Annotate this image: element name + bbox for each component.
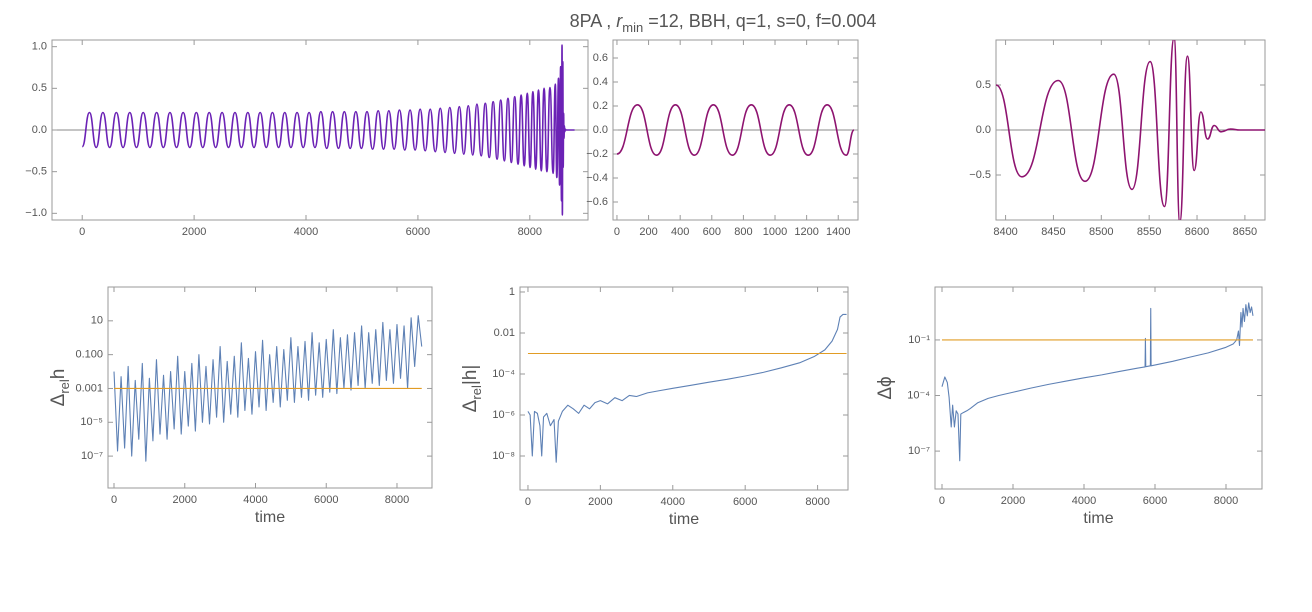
x-tick-label: 8550 xyxy=(1137,226,1161,238)
y-tick-label: 10⁻⁴ xyxy=(492,368,515,380)
x-tick-label: 8450 xyxy=(1041,226,1065,238)
x-tick-label: 4000 xyxy=(294,226,318,238)
title-before: 8PA , xyxy=(570,11,617,31)
x-tick-label: 2000 xyxy=(182,226,206,238)
x-tick-label: 2000 xyxy=(173,494,197,506)
x-tick-label: 6000 xyxy=(1143,495,1167,507)
x-tick-label: 1000 xyxy=(763,226,787,238)
y-axis-label: Δϕ xyxy=(875,376,896,399)
x-tick-label: 8000 xyxy=(1214,495,1238,507)
y-label-after: h xyxy=(48,369,69,380)
y-tick-label: −0.5 xyxy=(969,169,991,181)
x-tick-label: 4000 xyxy=(243,494,267,506)
data-line xyxy=(996,40,1265,220)
data-line xyxy=(616,104,855,156)
x-tick-label: 4000 xyxy=(661,496,685,508)
y-tick-label: 0.0 xyxy=(593,124,608,136)
y-tick-label: 0.4 xyxy=(593,76,608,88)
x-tick-label: 8000 xyxy=(805,496,829,508)
y-tick-label: 10⁻⁵ xyxy=(80,416,103,428)
x-tick-label: 8000 xyxy=(518,226,542,238)
x-tick-label: 200 xyxy=(639,226,657,238)
y-axis-label: Δrelh xyxy=(48,369,72,407)
x-axis-label: time xyxy=(669,511,699,528)
y-tick-label: 10⁻⁷ xyxy=(908,445,930,457)
x-tick-label: 400 xyxy=(671,226,689,238)
y-tick-label: 10 xyxy=(91,315,103,327)
y-tick-label: 0.100 xyxy=(75,349,103,361)
x-tick-label: 0 xyxy=(79,226,85,238)
y-tick-label: −0.4 xyxy=(586,172,608,184)
title-symbol: r xyxy=(616,11,623,31)
y-tick-label: −1.0 xyxy=(25,207,47,219)
y-tick-label: −0.2 xyxy=(586,148,608,160)
y-axis-label: Δrel|h| xyxy=(460,365,484,413)
plot-frame xyxy=(934,286,1263,490)
x-tick-label: 8000 xyxy=(385,494,409,506)
x-tick-label: 6000 xyxy=(733,496,757,508)
y-tick-label: 0.5 xyxy=(32,82,47,94)
x-tick-label: 1400 xyxy=(826,226,850,238)
x-tick-label: 2000 xyxy=(588,496,612,508)
x-tick-label: 0 xyxy=(939,495,945,507)
figure-title: 8PA , rmin =12, BBH, q=1, s=0, f=0.004 xyxy=(570,11,877,35)
y-label-symbol: Δ xyxy=(48,393,69,406)
y-tick-label: 1.0 xyxy=(32,41,47,53)
plot-frame xyxy=(519,286,849,491)
y-tick-label: 10⁻⁸ xyxy=(492,450,515,462)
x-tick-label: 8650 xyxy=(1233,226,1257,238)
x-tick-label: 6000 xyxy=(406,226,430,238)
y-label-symbol: Δ xyxy=(460,399,481,412)
x-tick-label: 4000 xyxy=(1072,495,1096,507)
y-tick-label: 10⁻⁴ xyxy=(907,389,930,401)
x-tick-label: 8500 xyxy=(1089,226,1113,238)
y-tick-label: 10⁻⁷ xyxy=(81,450,103,462)
y-tick-label: 10⁻¹ xyxy=(908,334,930,346)
x-axis-label: time xyxy=(1083,510,1113,527)
x-tick-label: 800 xyxy=(734,226,752,238)
title-after: =12, BBH, q=1, s=0, f=0.004 xyxy=(643,11,876,31)
y-label-after: |h| xyxy=(460,365,481,385)
plot-frame xyxy=(107,286,433,489)
y-tick-label: 0.2 xyxy=(593,100,608,112)
y-tick-label: 0.6 xyxy=(593,52,608,64)
x-tick-label: 600 xyxy=(703,226,721,238)
y-tick-label: 0.001 xyxy=(75,382,103,394)
y-label-subscript: rel xyxy=(57,379,72,394)
y-tick-label: 0.01 xyxy=(494,327,515,339)
y-tick-label: −0.6 xyxy=(586,196,608,208)
y-tick-label: 10⁻⁶ xyxy=(492,409,515,421)
y-tick-label: 0.5 xyxy=(976,79,991,91)
y-tick-label: 0.0 xyxy=(32,124,47,136)
x-tick-label: 8600 xyxy=(1185,226,1209,238)
x-tick-label: 0 xyxy=(111,494,117,506)
x-axis-label: time xyxy=(255,509,285,526)
y-tick-label: 1 xyxy=(509,286,515,298)
x-tick-label: 0 xyxy=(525,496,531,508)
x-tick-label: 8400 xyxy=(993,226,1017,238)
data-line xyxy=(113,315,423,462)
y-tick-label: 0.0 xyxy=(976,124,991,136)
data-line xyxy=(941,302,1254,462)
x-tick-label: 1200 xyxy=(794,226,818,238)
x-tick-label: 6000 xyxy=(314,494,338,506)
title-subscript: min xyxy=(622,20,643,35)
y-label-subscript: rel xyxy=(469,385,484,400)
x-tick-label: 2000 xyxy=(1001,495,1025,507)
x-tick-label: 0 xyxy=(614,226,620,238)
data-line xyxy=(527,313,847,463)
y-tick-label: −0.5 xyxy=(25,166,47,178)
data-line xyxy=(81,44,575,216)
